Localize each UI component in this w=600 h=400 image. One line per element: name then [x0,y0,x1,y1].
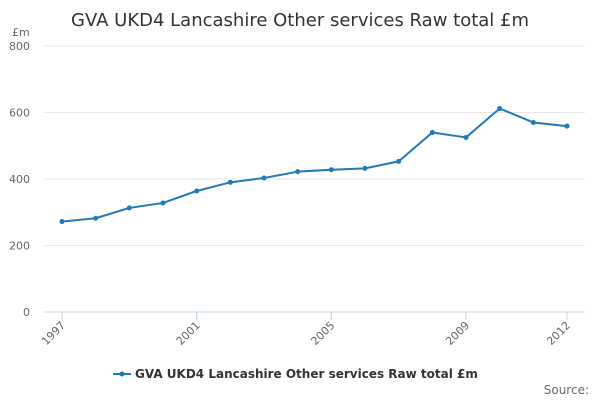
y-tick-label: 400 [9,173,30,186]
y-tick-label: 800 [9,40,30,53]
data-point[interactable] [396,158,402,164]
series-line [61,107,568,223]
data-point[interactable] [463,134,469,140]
legend-swatch-marker [119,371,125,377]
data-point[interactable] [93,215,99,221]
legend[interactable]: GVA UKD4 Lancashire Other services Raw t… [113,367,478,381]
y-tick-label: 200 [9,240,30,253]
data-point[interactable] [328,167,334,173]
data-point[interactable] [564,123,570,129]
data-point[interactable] [362,165,368,171]
y-tick-label: 600 [9,107,30,120]
y-tick-label: 0 [23,306,30,319]
y-axis-unit: £m [12,26,30,39]
series-layer [59,106,570,225]
y-axis-ticks: 0 200 400 600 800 [9,40,30,319]
data-point[interactable] [126,205,132,211]
x-tick-label: 1997 [39,319,68,348]
x-tick-label: 2009 [443,319,472,348]
chart-title: GVA UKD4 Lancashire Other services Raw t… [71,10,529,31]
data-point[interactable] [261,175,267,181]
data-point[interactable] [429,129,435,135]
source-label: Source: [544,383,589,397]
x-axis-ticks: 1997 2001 2005 2009 2012 [39,312,573,348]
data-point[interactable] [295,169,301,175]
gridlines [45,45,585,246]
data-point[interactable] [194,188,200,194]
x-tick-label: 2012 [544,319,573,348]
x-tick-label: 2001 [174,319,203,348]
data-point[interactable] [530,119,536,125]
data-point[interactable] [497,106,503,112]
x-tick-label: 2005 [308,319,337,348]
legend-label: GVA UKD4 Lancashire Other services Raw t… [135,367,478,381]
data-point[interactable] [227,179,233,185]
data-point[interactable] [59,219,65,225]
data-point[interactable] [160,200,166,206]
